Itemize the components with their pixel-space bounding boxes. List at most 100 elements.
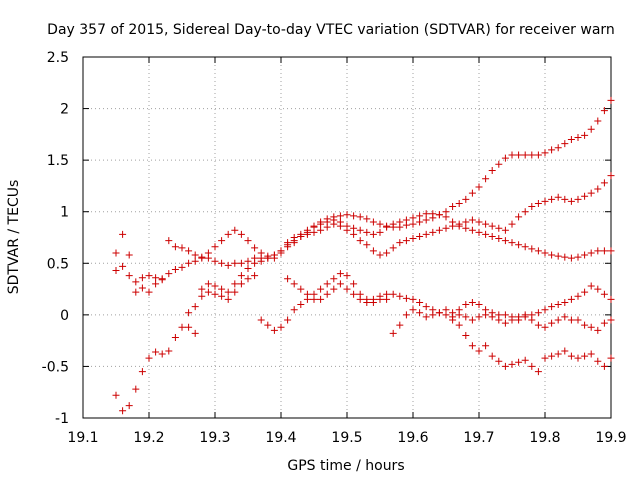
- data-point-plus: [119, 262, 127, 270]
- data-point-plus: [495, 224, 503, 232]
- x-tick-label: 19.5: [331, 430, 362, 446]
- data-point-plus: [237, 230, 245, 238]
- data-point-plus: [581, 288, 589, 296]
- data-point-plus: [264, 321, 272, 329]
- data-point-plus: [343, 211, 351, 219]
- data-point-plus: [475, 301, 483, 309]
- data-point-plus: [198, 253, 206, 261]
- data-point-plus: [244, 275, 252, 283]
- data-point-plus: [567, 352, 575, 360]
- data-point-plus: [356, 226, 364, 234]
- data-point-plus: [468, 316, 476, 324]
- data-point-plus: [336, 280, 344, 288]
- data-point-plus: [119, 230, 127, 238]
- data-point-plus: [310, 295, 318, 303]
- data-point-plus: [383, 295, 391, 303]
- data-point-plus: [363, 298, 371, 306]
- data-point-plus: [455, 311, 463, 319]
- data-point-plus: [383, 223, 391, 231]
- data-point-plus: [554, 252, 562, 260]
- data-point-plus: [594, 185, 602, 193]
- x-tick-label: 19.7: [463, 430, 494, 446]
- data-point-plus: [495, 160, 503, 168]
- data-point-plus: [587, 249, 595, 257]
- data-point-plus: [396, 218, 404, 226]
- data-point-plus: [587, 189, 595, 197]
- data-point-plus: [244, 257, 252, 265]
- data-point-plus: [132, 385, 140, 393]
- data-point-plus: [501, 226, 509, 234]
- data-point-plus: [561, 253, 569, 261]
- data-point-plus: [416, 212, 424, 220]
- data-point-plus: [402, 216, 410, 224]
- data-point-plus: [567, 254, 575, 262]
- data-point-plus: [515, 241, 523, 249]
- data-point-plus: [224, 261, 232, 269]
- data-point-plus: [442, 213, 450, 221]
- data-point-plus: [587, 282, 595, 290]
- data-point-plus: [501, 311, 509, 319]
- data-point-plus: [488, 352, 496, 360]
- data-point-plus: [594, 326, 602, 334]
- data-point-plus: [600, 290, 608, 298]
- x-tick-label: 19.4: [265, 430, 296, 446]
- data-point-plus: [429, 306, 437, 314]
- data-point-plus: [330, 216, 338, 224]
- data-point-plus: [554, 301, 562, 309]
- data-point-plus: [548, 146, 556, 154]
- data-point-plus: [237, 259, 245, 267]
- data-point-plus: [231, 288, 239, 296]
- data-point-plus: [218, 259, 226, 267]
- data-point-plus: [528, 203, 536, 211]
- data-point-plus: [191, 251, 199, 259]
- data-point-plus: [435, 226, 443, 234]
- data-point-plus: [257, 254, 265, 262]
- y-axis-label: SDTVAR / TECUs: [6, 180, 22, 295]
- data-point-plus: [112, 391, 120, 399]
- data-point-plus: [600, 247, 608, 255]
- data-point-plus: [607, 172, 615, 180]
- data-point-plus: [376, 228, 384, 236]
- data-point-plus: [429, 228, 437, 236]
- data-point-plus: [257, 316, 265, 324]
- data-point-plus: [290, 280, 298, 288]
- data-point-plus: [567, 197, 575, 205]
- data-point-plus: [422, 230, 430, 238]
- data-point-plus: [204, 280, 212, 288]
- data-point-plus: [277, 323, 285, 331]
- y-tick-label: 0.5: [47, 256, 69, 272]
- data-point-plus: [455, 199, 463, 207]
- data-point-plus: [350, 290, 358, 298]
- data-point-plus: [138, 284, 146, 292]
- data-point-plus: [515, 213, 523, 221]
- data-point-plus: [508, 220, 516, 228]
- data-point-plus: [363, 215, 371, 223]
- data-point-plus: [396, 239, 404, 247]
- data-point-plus: [508, 360, 516, 368]
- data-point-plus: [554, 193, 562, 201]
- x-axis-label: GPS time / hours: [287, 458, 404, 474]
- data-point-plus: [211, 290, 219, 298]
- data-point-plus: [554, 316, 562, 324]
- data-point-plus: [561, 140, 569, 148]
- data-point-plus: [303, 290, 311, 298]
- data-point-plus: [244, 264, 252, 272]
- data-point-plus: [218, 237, 226, 245]
- y-tick-label: 2: [60, 102, 69, 118]
- data-point-plus: [482, 220, 490, 228]
- data-point-plus: [231, 259, 239, 267]
- data-point-plus: [336, 212, 344, 220]
- data-point-plus: [462, 301, 470, 309]
- data-point-plus: [389, 290, 397, 298]
- data-point-plus: [468, 216, 476, 224]
- chart-title: Day 357 of 2015, Sidereal Day-to-day VTE…: [47, 22, 615, 38]
- data-point-plus: [528, 245, 536, 253]
- data-point-plus: [515, 358, 523, 366]
- data-point-plus: [178, 263, 186, 271]
- data-point-plus: [369, 295, 377, 303]
- data-point-plus: [317, 226, 325, 234]
- data-point-plus: [574, 354, 582, 362]
- data-point-plus: [528, 316, 536, 324]
- data-point-plus: [336, 270, 344, 278]
- data-point-plus: [251, 272, 259, 280]
